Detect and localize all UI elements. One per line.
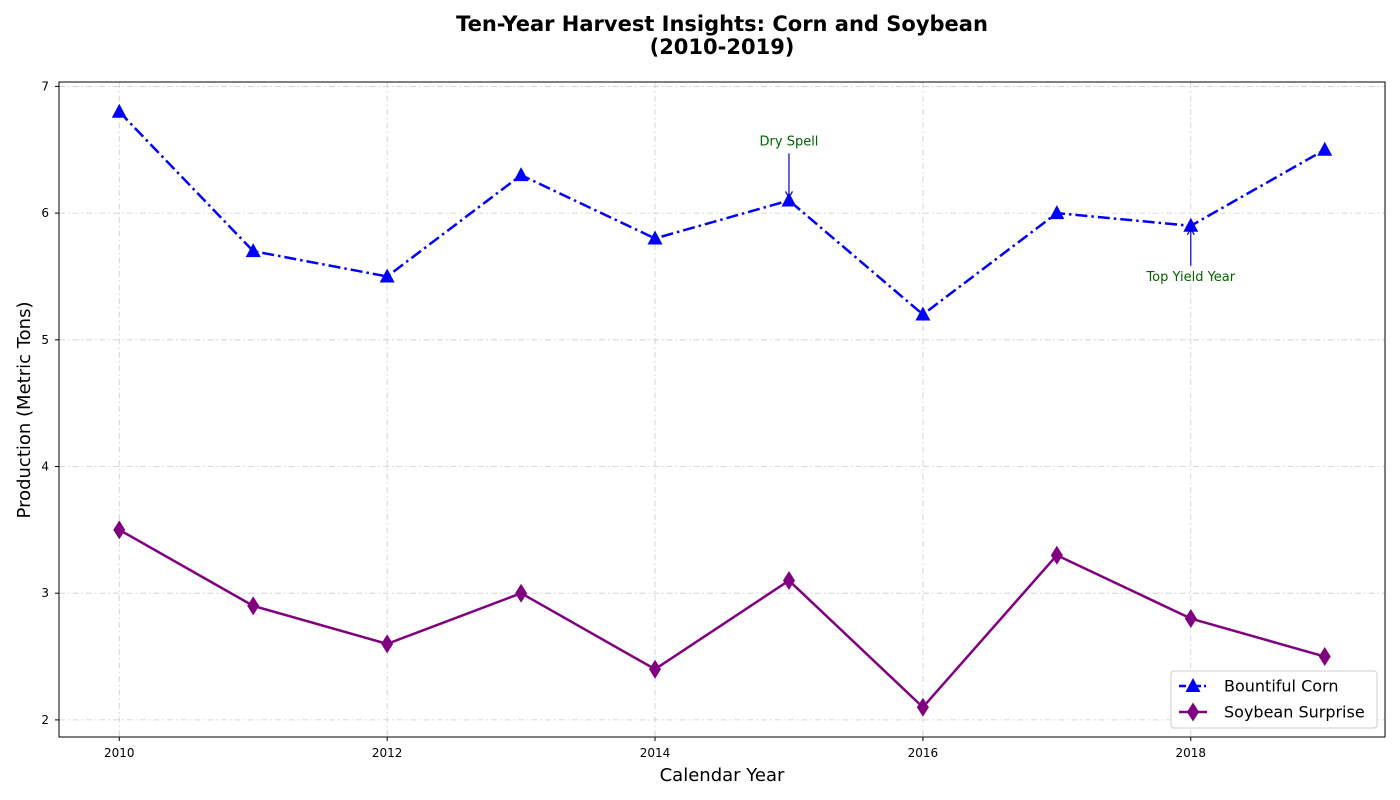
grid [59, 82, 1385, 737]
y-axis-label: Production (Metric Tons) [14, 302, 35, 519]
data-point [647, 230, 663, 245]
legend-box [1170, 670, 1378, 729]
annotation-arrowhead [1186, 227, 1195, 236]
x-tick-label: 2016 [908, 746, 939, 760]
x-tick-label: 2014 [640, 746, 671, 760]
data-point [1184, 609, 1197, 629]
legend: Bountiful Corn Soybean Surprise [1170, 670, 1378, 729]
data-point [781, 192, 797, 207]
data-point [513, 167, 529, 182]
data-point [782, 571, 795, 591]
y-tick-label: 7 [41, 79, 49, 93]
legend-entry: Soybean Surprise [1224, 703, 1365, 722]
plot-frame [58, 81, 1386, 738]
data-point [111, 103, 127, 118]
legend-entry: Bountiful Corn [1224, 677, 1338, 696]
x-axis-label: Calendar Year [660, 765, 785, 786]
legend-marker [1185, 678, 1201, 692]
y-tick-label: 4 [41, 460, 49, 474]
y-tick-label: 3 [41, 586, 49, 600]
x-tick-label: 2018 [1176, 746, 1207, 760]
y-tick-label: 2 [41, 713, 49, 727]
data-point [379, 268, 395, 283]
chart-title-line-1: Ten-Year Harvest Insights: Corn and Soyb… [456, 12, 988, 36]
data-point [1049, 205, 1065, 220]
annotations: Dry Spell Top Yield Year [760, 134, 1236, 284]
x-tick-label: 2010 [104, 746, 135, 760]
annotation-label: Dry Spell [760, 134, 819, 149]
data-point [381, 634, 394, 654]
data-point [915, 306, 931, 321]
data-point [245, 243, 261, 258]
chart-title-line-2: (2010-2019) [650, 35, 795, 59]
annotation-arrowhead [784, 191, 793, 199]
data-point [649, 659, 662, 679]
series-2 [113, 520, 1331, 717]
data-point [247, 596, 260, 616]
data-point [113, 520, 126, 540]
data-point [1318, 647, 1331, 667]
x-tick-label: 2012 [372, 746, 403, 760]
annotation-label: Top Yield Year [1145, 270, 1235, 285]
data-point [515, 583, 528, 603]
series-line [118, 110, 1326, 316]
data-point [1050, 545, 1063, 565]
data-point [1317, 141, 1333, 156]
y-tick-label: 6 [41, 206, 49, 220]
series [111, 103, 1333, 717]
data-point [1183, 217, 1199, 232]
series-line [118, 528, 1326, 709]
series-1 [111, 103, 1333, 321]
y-tick-label: 5 [41, 333, 49, 347]
legend-marker [1187, 702, 1199, 722]
data-point [916, 697, 929, 717]
axis-ticks: 2010 2012 2014 2016 2018 2 3 4 5 6 7 [41, 79, 1206, 760]
